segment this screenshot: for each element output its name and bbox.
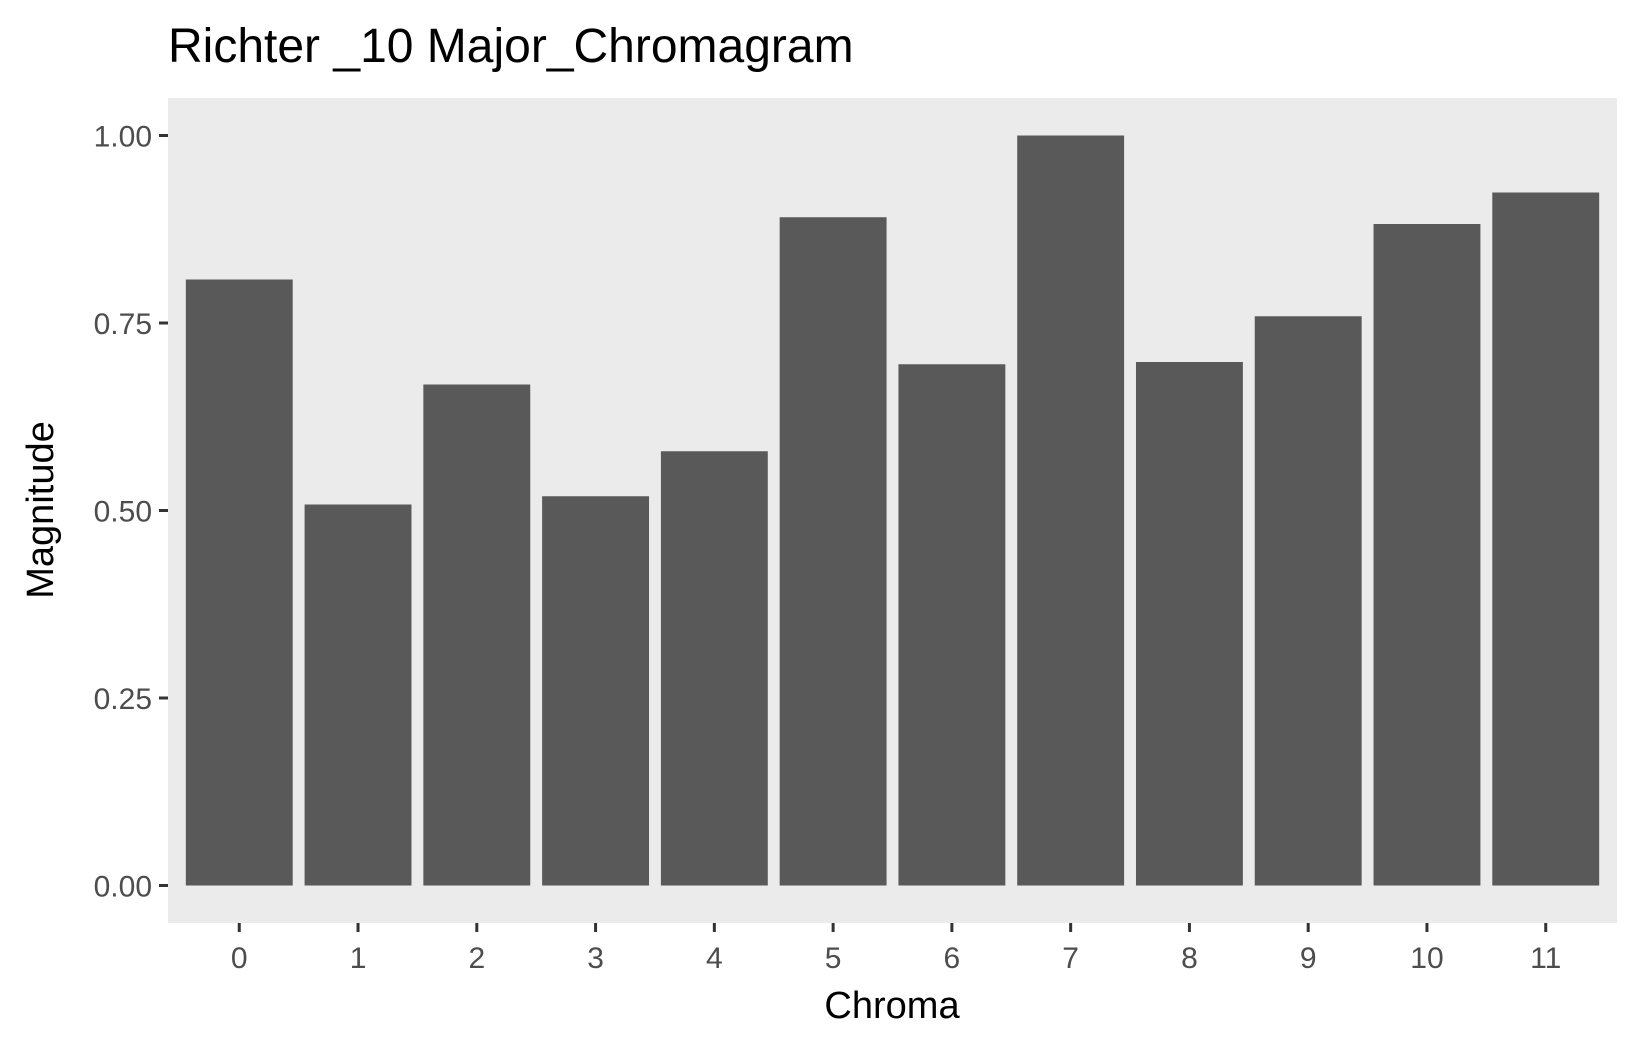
chart-title: Richter _10 Major_Chromagram xyxy=(168,20,854,73)
x-tick-label: 5 xyxy=(825,942,842,975)
bar-7 xyxy=(1017,135,1125,886)
bars-group xyxy=(185,135,1600,886)
x-axis: 0 1 2 3 4 5 6 7 8 9 10 11 xyxy=(231,923,1561,975)
x-tick-label: 3 xyxy=(587,942,604,975)
bar-5 xyxy=(779,217,887,886)
x-tick-label: 4 xyxy=(706,942,723,975)
bar-11 xyxy=(1492,192,1600,886)
x-tick-label: 10 xyxy=(1410,942,1443,975)
y-tick-label: 0.75 xyxy=(94,308,152,341)
x-tick-label: 9 xyxy=(1300,942,1317,975)
bar-3 xyxy=(542,496,650,886)
bar-4 xyxy=(660,451,768,886)
bar-0 xyxy=(185,279,293,886)
bar-6 xyxy=(898,364,1006,886)
y-tick-label: 0.00 xyxy=(94,871,152,904)
bar-10 xyxy=(1373,224,1481,886)
x-axis-title: Chroma xyxy=(824,985,960,1027)
x-tick-label: 6 xyxy=(944,942,961,975)
bar-1 xyxy=(304,504,412,886)
bar-9 xyxy=(1254,316,1362,886)
x-tick-label: 2 xyxy=(468,942,485,975)
x-tick-label: 7 xyxy=(1062,942,1079,975)
x-tick-label: 0 xyxy=(231,942,248,975)
y-tick-label: 1.00 xyxy=(94,121,152,154)
bar-8 xyxy=(1135,362,1243,886)
x-tick-label: 8 xyxy=(1181,942,1198,975)
y-axis: 0.00 0.25 0.50 0.75 1.00 xyxy=(94,121,168,904)
y-tick-label: 0.50 xyxy=(94,496,152,529)
y-tick-label: 0.25 xyxy=(94,683,152,716)
x-tick-label: 11 xyxy=(1530,942,1561,975)
y-axis-title: Magnitude xyxy=(20,421,62,598)
bar-2 xyxy=(423,384,531,886)
x-tick-label: 1 xyxy=(350,942,367,975)
